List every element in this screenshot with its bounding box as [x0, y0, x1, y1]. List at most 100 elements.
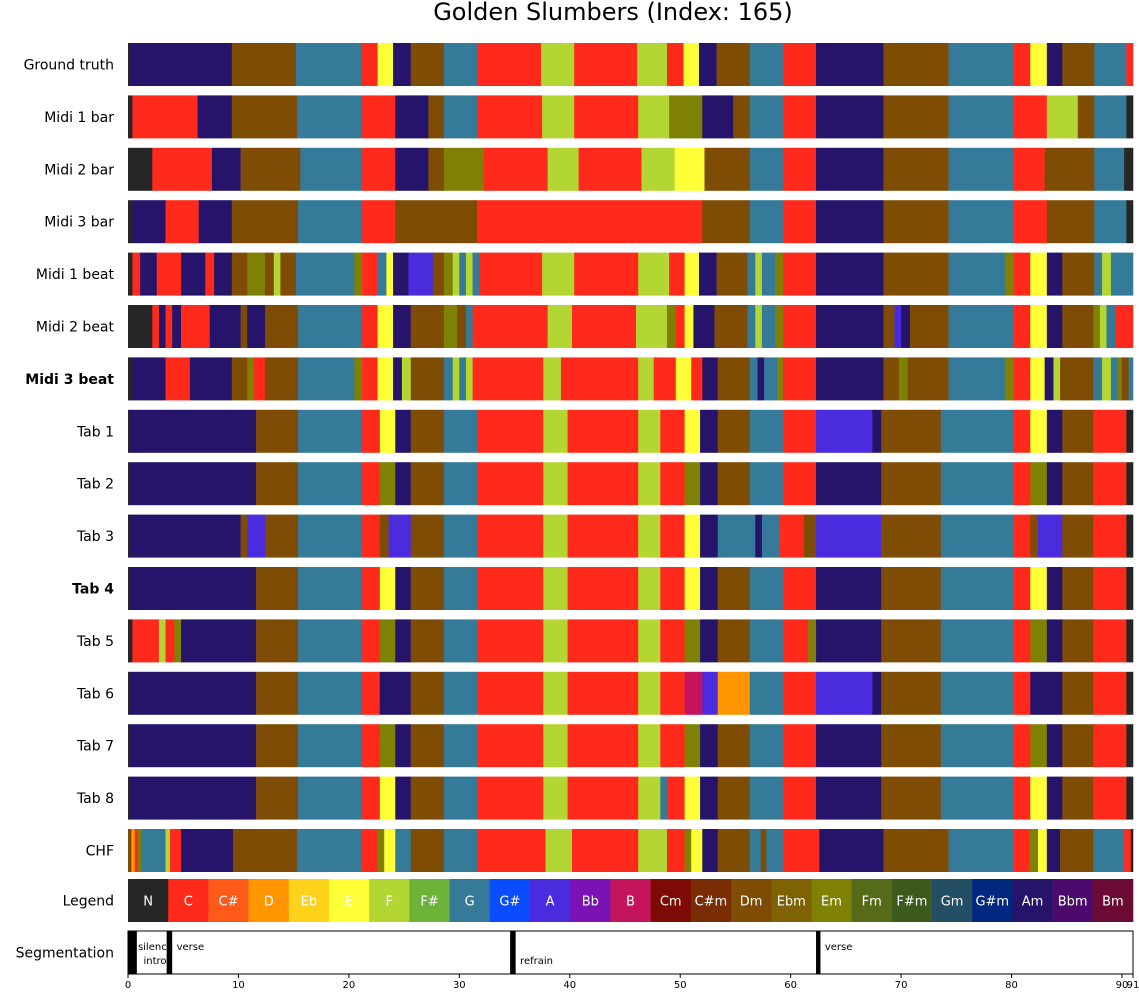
legend-label: G# — [499, 895, 520, 910]
chord-segment-dm — [240, 514, 248, 558]
chord-segment-c — [476, 514, 544, 558]
legend-label: Am — [1022, 895, 1044, 910]
legend-swatch-ebm — [771, 879, 812, 922]
chord-segment-c — [476, 671, 544, 715]
chord-segment-dm — [1077, 95, 1095, 139]
chord-segment-c — [1093, 567, 1127, 610]
chord-segment-c — [362, 514, 381, 558]
chord-segment-dm — [231, 357, 248, 401]
chord-segment-f — [542, 252, 575, 296]
chord-segment-f — [547, 305, 573, 348]
legend-swatch-bb — [570, 879, 611, 922]
chord-segment-g — [1094, 43, 1127, 86]
chord-segment-am — [816, 724, 882, 768]
chord-segment-n — [128, 147, 153, 191]
chord-segment-c — [782, 829, 820, 872]
chord-segment-f — [547, 147, 579, 191]
chord-segment-f — [638, 462, 661, 506]
chord-segment-c — [782, 567, 817, 610]
chord-segment-c — [567, 671, 639, 715]
chord-segment-am — [395, 776, 412, 820]
chord-segment-em — [1004, 357, 1015, 401]
chord-segment-c — [660, 409, 685, 453]
chord-segment-am — [132, 200, 166, 244]
chord-segment-dm — [428, 95, 445, 139]
chord-segment-f — [273, 252, 281, 296]
chord-segment-c — [361, 43, 378, 86]
chord-segment-e — [684, 409, 701, 453]
chord-segment-dm — [432, 252, 445, 296]
chord-segment-c — [660, 724, 685, 768]
chord-segment-a — [408, 252, 434, 296]
chord-segment-c — [362, 409, 381, 453]
chord-segment-e — [379, 409, 396, 453]
chord-segment-dm — [410, 776, 445, 820]
chord-segment-em — [669, 95, 703, 139]
chord-segment-am — [819, 829, 884, 872]
x-tick-label: 20 — [343, 980, 356, 991]
chord-segment-am — [700, 462, 719, 506]
chord-segment-c — [782, 357, 817, 401]
chord-segment-d — [131, 829, 135, 872]
chord-segment-em — [443, 305, 458, 348]
chord-segment-e — [683, 43, 700, 86]
chord-segment-f — [543, 514, 568, 558]
chord-segment-g — [940, 567, 1015, 610]
chord-segment-em — [808, 619, 817, 663]
chord-segment-c — [362, 567, 381, 610]
chord-segment-dm — [1062, 305, 1094, 348]
chord-segment-g — [296, 95, 363, 139]
chord-segment-em — [443, 147, 484, 191]
chord-segment-dm — [883, 147, 949, 191]
row-label: Tab 4 — [72, 582, 114, 598]
segmentation-frame — [127, 930, 1134, 975]
chord-segment-g — [749, 619, 784, 663]
chord-segment-g — [1094, 252, 1103, 296]
legend-swatch-e — [329, 879, 370, 922]
chord-segment-a — [388, 514, 412, 558]
chord-segment-em — [1030, 619, 1048, 663]
chord-segment-g — [472, 252, 480, 296]
chord-segment-g — [298, 724, 363, 768]
chord-segment-am — [1046, 776, 1063, 820]
segment-boundary — [128, 931, 137, 974]
chord-segment-f — [638, 776, 661, 820]
chord-segment-a — [816, 514, 882, 558]
chord-segment-am — [393, 43, 412, 86]
chord-segment-em — [777, 357, 784, 401]
row-label: CHF — [86, 844, 114, 860]
chord-segment-am — [816, 200, 884, 244]
chord-segment-am — [211, 147, 241, 191]
chord-segment-e — [377, 357, 394, 401]
chord-segment-c — [660, 514, 685, 558]
chord-segment-am — [700, 514, 719, 558]
chord-segment-dm — [883, 305, 895, 348]
chord-segment-am — [816, 147, 884, 191]
chord-segment-dm — [883, 252, 949, 296]
chord-segment-g — [749, 776, 784, 820]
chord-segment-dm — [231, 95, 298, 139]
chord-segment-am — [700, 776, 719, 820]
chord-segment-f — [543, 619, 568, 663]
chord-segment-am — [393, 305, 412, 348]
chord-segment-g — [443, 43, 478, 86]
chord-segment-dm — [232, 829, 298, 872]
segment-label: refrain — [520, 956, 553, 967]
chord-segment-dm — [1046, 200, 1095, 244]
chord-segment-c — [560, 357, 639, 401]
chord-segment-f — [165, 829, 171, 872]
chord-segment-n — [128, 252, 133, 296]
chord-segment-g — [443, 829, 478, 872]
chord-segment-dm — [264, 357, 299, 401]
chord-segment-dm — [410, 43, 445, 86]
legend-label: Dm — [740, 895, 763, 910]
chord-segment-c — [567, 567, 639, 610]
chord-segment-c — [362, 252, 378, 296]
chord-segment-dm — [717, 776, 751, 820]
chord-segment-c — [476, 200, 703, 244]
chord-segment-am — [393, 252, 409, 296]
chord-segment-dm — [883, 200, 949, 244]
legend-swatch-g — [449, 879, 491, 922]
chord-segment-c — [1013, 357, 1031, 401]
